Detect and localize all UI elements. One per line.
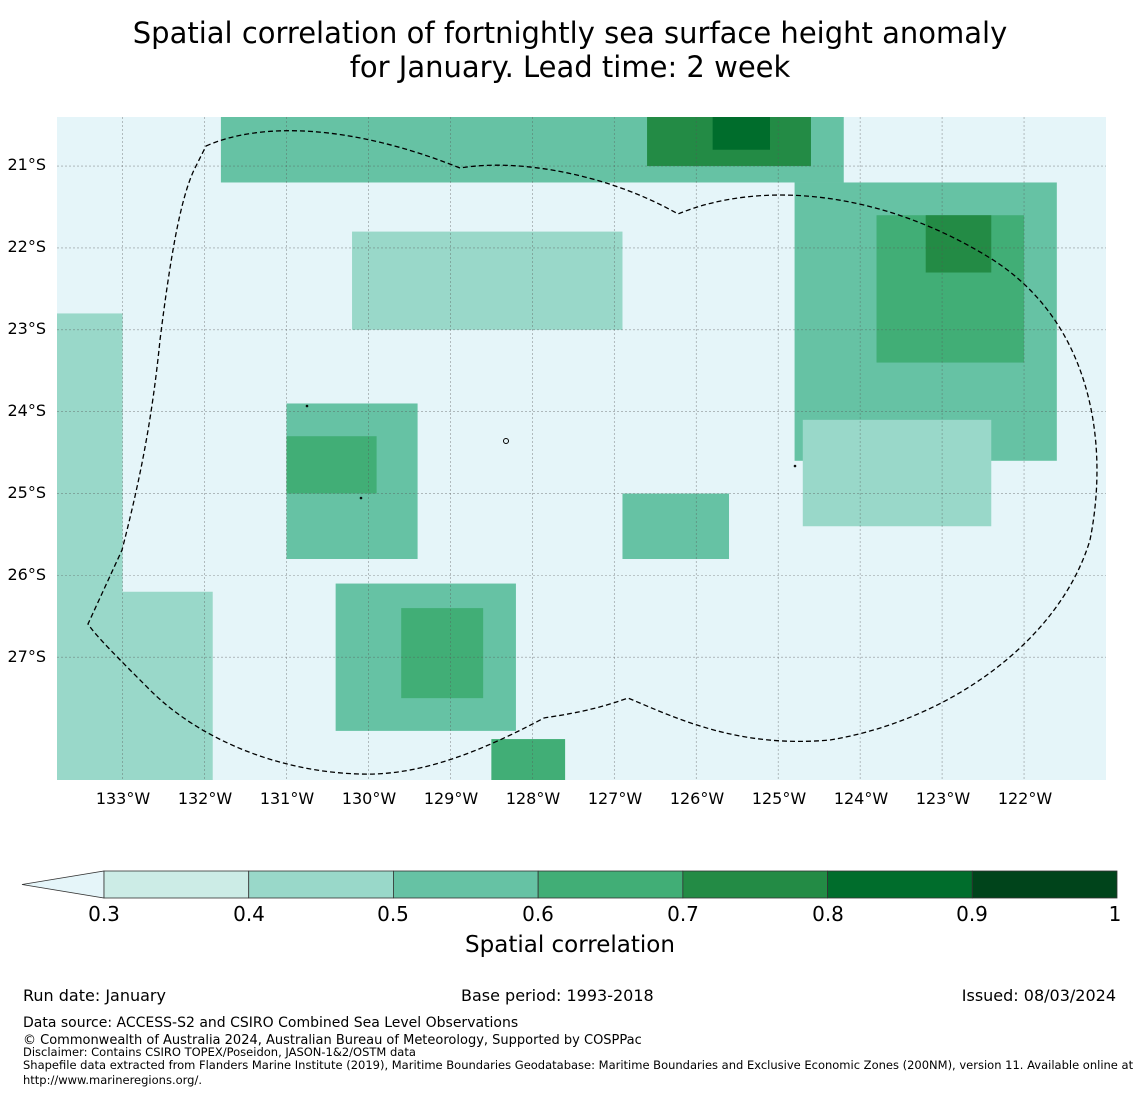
- colorbar-tick-label: 0.8: [812, 902, 844, 926]
- lon-tick-label: 129°W: [423, 789, 479, 808]
- grid-cell-mid-east: [622, 493, 730, 559]
- lon-tick-label: 122°W: [997, 789, 1053, 808]
- shapefile-credit: Shapefile data extracted from Flanders M…: [23, 1058, 1134, 1087]
- colorbar-segments: [21, 870, 1118, 899]
- colorbar-tick-label: 0.6: [522, 902, 554, 926]
- lon-tick-label: 126°W: [669, 789, 725, 808]
- island-marker: [503, 438, 509, 444]
- colorbar-segment: [827, 870, 973, 899]
- colorbar-under-arrow: [21, 870, 105, 899]
- lon-tick-label: 123°W: [915, 789, 971, 808]
- colorbar-segment: [393, 870, 539, 899]
- grid-cell-east-south: [802, 419, 992, 527]
- grid-cell-east-peak: [925, 215, 992, 273]
- lat-tick-label: 21°S: [7, 155, 46, 174]
- grid-cell-north-peak: [712, 117, 770, 150]
- grid-cell-south-edge: [491, 739, 566, 780]
- base-period: Base period: 1993-2018: [461, 986, 654, 1005]
- grid-cell-south-center-core: [401, 608, 484, 699]
- colorbar-tick-label: 0.5: [377, 902, 409, 926]
- colorbar-segment: [682, 870, 828, 899]
- colorbar-tick-label: 1: [1108, 902, 1122, 926]
- grid-cell-west-edge: [57, 313, 123, 641]
- lon-tick-label: 124°W: [833, 789, 889, 808]
- map-title-line-2: for January. Lead time: 2 week: [349, 50, 791, 84]
- grid-cell-mid-upper: [352, 231, 623, 330]
- colorbar-tick-label: 0.9: [956, 902, 988, 926]
- colorbar-segment: [537, 870, 684, 899]
- lon-tick-label: 131°W: [259, 789, 315, 808]
- island-marker: [359, 496, 363, 500]
- lon-tick-label: 132°W: [177, 789, 233, 808]
- lon-tick-label: 130°W: [341, 789, 397, 808]
- colorbar-segment: [248, 870, 394, 899]
- island-marker: [793, 464, 797, 468]
- map-title-line-1: Spatial correlation of fortnightly sea s…: [132, 16, 1008, 50]
- island-markers: [305, 404, 797, 500]
- colorbar-segment: [103, 870, 250, 899]
- colorbar-label: Spatial correlation: [465, 932, 675, 958]
- correlation-grid: [57, 117, 1106, 780]
- correlation-map: [57, 117, 1106, 780]
- lon-tick-label: 133°W: [95, 789, 151, 808]
- lat-tick-label: 27°S: [7, 647, 46, 666]
- run-date: Run date: January: [23, 986, 166, 1005]
- colorbar-segment: [971, 870, 1118, 899]
- data-source: Data source: ACCESS-S2 and CSIRO Combine…: [23, 1015, 519, 1031]
- lat-tick-label: 22°S: [7, 237, 46, 256]
- colorbar-tick-label: 0.4: [233, 902, 265, 926]
- eez-boundary: [87, 130, 1098, 775]
- lat-tick-label: 24°S: [7, 401, 46, 420]
- grid-cell-lower-left: [57, 591, 213, 780]
- lon-tick-label: 127°W: [587, 789, 643, 808]
- island-marker: [305, 404, 309, 408]
- issued-date: Issued: 08/03/2024: [961, 986, 1116, 1005]
- lon-tick-label: 128°W: [505, 789, 561, 808]
- lat-tick-label: 23°S: [7, 319, 46, 338]
- colorbar-tick-label: 0.3: [88, 902, 120, 926]
- lon-tick-label: 125°W: [751, 789, 807, 808]
- colorbar-tick-label: 0.7: [667, 902, 699, 926]
- graticule: [57, 117, 1106, 780]
- disclaimer: Disclaimer: Contains CSIRO TOPEX/Poseido…: [23, 1045, 416, 1059]
- grid-cell-central-west-core: [286, 436, 377, 494]
- lat-tick-label: 25°S: [7, 483, 46, 502]
- lat-tick-label: 26°S: [7, 565, 46, 584]
- copyright: © Commonwealth of Australia 2024, Austra…: [23, 1033, 642, 1048]
- colorbar: [21, 870, 1118, 899]
